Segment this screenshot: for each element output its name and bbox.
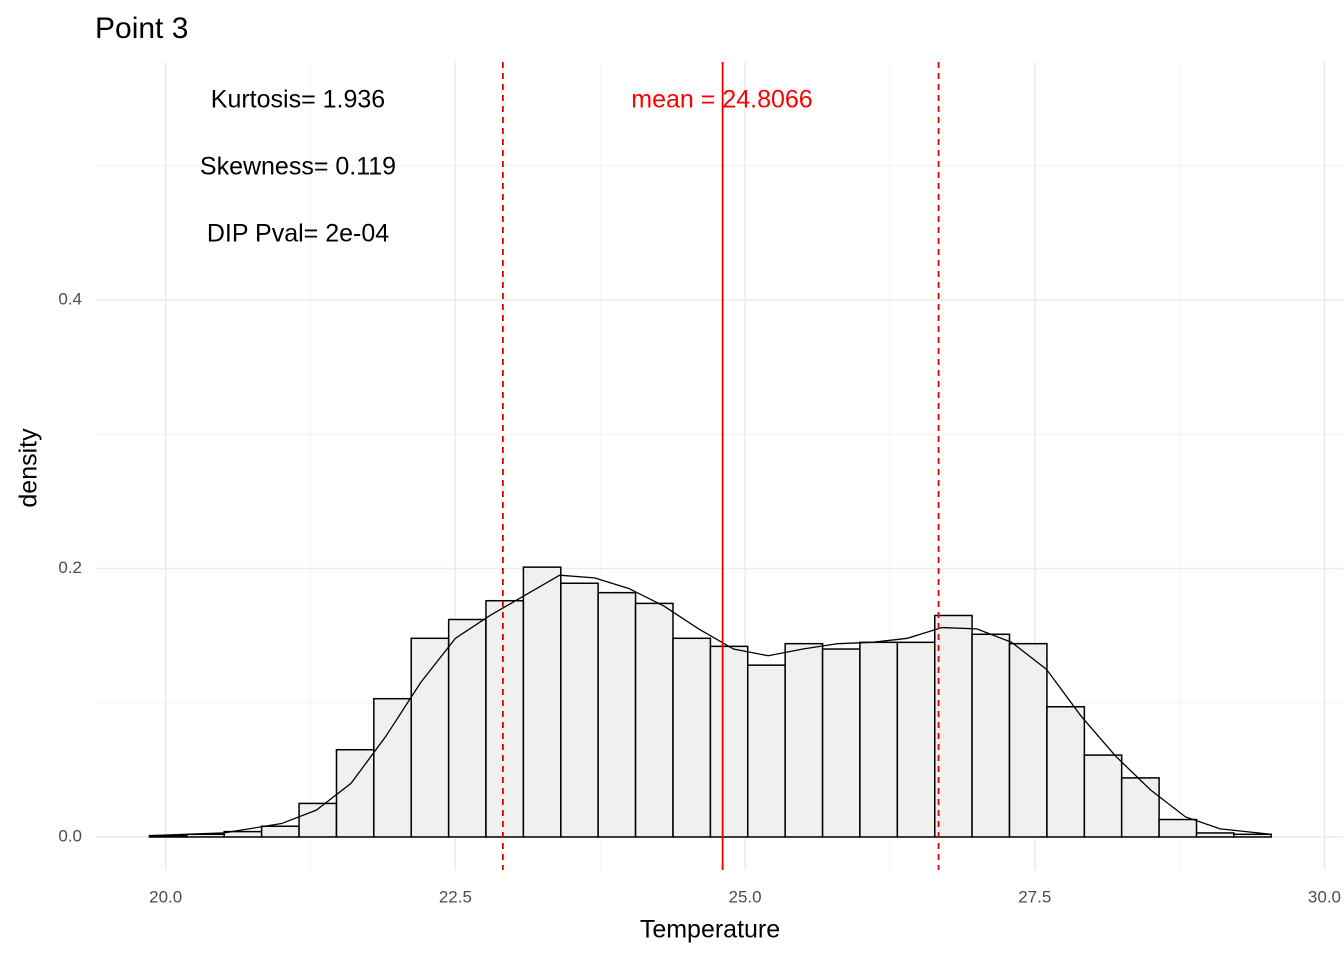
y-tick-label: 0.2 <box>58 558 82 577</box>
histogram-bar <box>485 599 525 838</box>
histogram-bar <box>934 614 973 838</box>
histogram-bar <box>373 697 412 838</box>
x-tick-label: 30.0 <box>1308 887 1341 906</box>
histogram-bar <box>672 637 712 838</box>
x-tick-label: 25.0 <box>729 887 762 906</box>
histogram-bar <box>1008 642 1048 838</box>
y-axis-label: density <box>15 428 43 508</box>
annotation: Kurtosis= 1.936 <box>211 86 385 114</box>
histogram-bar <box>522 566 562 838</box>
histogram-bar <box>896 641 936 838</box>
histogram-bar <box>1158 818 1198 838</box>
histogram-bar <box>335 748 375 838</box>
histogram-bar <box>1120 777 1160 838</box>
annotation: mean = 24.8066 <box>631 86 812 114</box>
histogram-bar <box>597 591 637 838</box>
histogram-bar <box>1195 832 1235 838</box>
histogram-bar <box>784 642 824 838</box>
annotation: Skewness= 0.119 <box>200 153 396 181</box>
histogram-bar <box>634 602 674 838</box>
histogram-bar <box>447 618 487 838</box>
y-tick-label: 0.4 <box>58 289 82 308</box>
y-tick-label: 0.0 <box>58 826 82 845</box>
x-tick-label: 27.5 <box>1018 887 1051 906</box>
x-tick-label: 22.5 <box>439 887 472 906</box>
chart-title: Point 3 <box>95 12 188 45</box>
annotation: DIP Pval= 2e-04 <box>207 220 389 248</box>
x-tick-label: 20.0 <box>149 887 182 906</box>
x-axis-label: Temperature <box>640 916 780 944</box>
histogram-bar <box>560 582 599 838</box>
histogram-bar <box>971 633 1011 838</box>
density-curve <box>149 574 1272 837</box>
histogram-bar <box>260 825 300 838</box>
histogram-bar <box>1233 833 1273 838</box>
histogram-bar <box>821 648 861 838</box>
histogram-bar <box>709 645 749 838</box>
histogram-bar <box>746 664 786 838</box>
histogram-bar <box>1083 754 1123 838</box>
histogram-bar <box>859 641 899 838</box>
histogram-bar <box>410 637 450 838</box>
histogram-bar <box>1046 706 1086 838</box>
